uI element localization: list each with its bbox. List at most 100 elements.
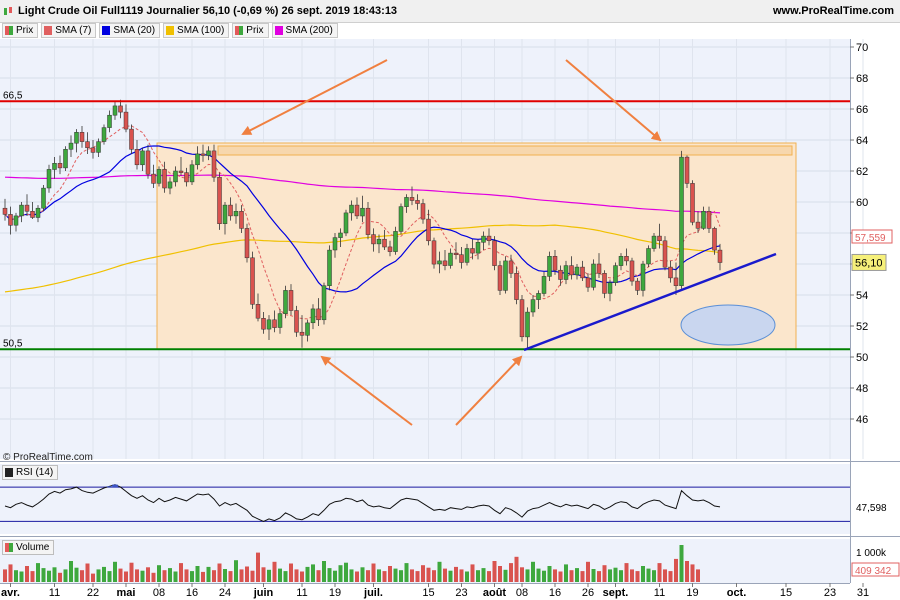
price-tick-label: 68 [856, 73, 868, 85]
legend-prix-2[interactable]: Prix [232, 23, 269, 38]
volume-bar [366, 570, 370, 582]
candle-body [8, 214, 13, 226]
candle-body [459, 254, 464, 263]
volume-bar [173, 571, 178, 582]
candle-body [629, 260, 635, 282]
rsi-value-label: 47,598 [856, 503, 887, 514]
price-tick-label: 66 [856, 104, 868, 116]
volume-bar [118, 568, 123, 582]
candle-body [409, 197, 415, 201]
volume-bar [327, 568, 332, 582]
candle-body [492, 240, 497, 266]
candle-body [481, 235, 486, 243]
candle-body [525, 311, 530, 338]
candle-body [574, 266, 580, 276]
volume-value-box [851, 562, 900, 577]
volume-tag[interactable]: Volume [2, 540, 55, 555]
volume-bar [520, 567, 524, 582]
time-tick-label: oct. [727, 587, 747, 599]
prix-swatch [5, 26, 13, 35]
volume-bar [3, 569, 7, 582]
volume-bar [184, 569, 189, 582]
volume-bar [80, 570, 84, 582]
candle-body [266, 319, 272, 330]
rsi-tag[interactable]: RSI (14) [2, 465, 59, 480]
volume-bar [267, 569, 271, 582]
candle-body [101, 127, 107, 142]
legend-label: SMA (100) [177, 25, 225, 36]
volume-bar [63, 569, 68, 582]
volume-bar [564, 564, 568, 582]
volume-bar [201, 571, 205, 582]
candle-body [684, 156, 690, 184]
volume-bar [371, 563, 376, 582]
sma-price-box [851, 229, 893, 244]
candle-body [580, 266, 585, 279]
candle-body [299, 331, 305, 336]
volume-bar [151, 572, 156, 582]
legend-sma-7[interactable]: SMA (7) [41, 23, 97, 38]
site-url[interactable]: www.ProRealTime.com [772, 5, 894, 17]
time-tick-label: 16 [549, 587, 561, 599]
volume-bar [388, 566, 392, 582]
volume-bar [96, 569, 101, 582]
volume-swatch [5, 543, 13, 552]
time-tick-label: 08 [516, 587, 528, 599]
candle-body [360, 207, 365, 217]
volume-bar [547, 566, 552, 582]
legend-label: SMA (7) [55, 25, 92, 36]
candle-body [349, 204, 354, 214]
arrow-top-left [241, 59, 388, 135]
candle-body [250, 257, 255, 305]
candle-body [310, 308, 316, 324]
candle-body [393, 231, 398, 252]
candle-body [398, 206, 404, 232]
legend-sma-100[interactable]: SMA (100) [163, 23, 230, 38]
candle-body [420, 203, 426, 220]
candle-body [470, 248, 475, 254]
candle-body [673, 277, 679, 286]
legend-prix[interactable]: Prix [2, 23, 39, 38]
volume-bar [135, 569, 139, 582]
volume-bar [338, 565, 343, 582]
volume-bar [305, 566, 310, 582]
legend-sma-20[interactable]: SMA (20) [99, 23, 161, 38]
candle-body [195, 153, 200, 166]
rsi-panel-bg [0, 464, 850, 534]
volume-bar [206, 566, 211, 582]
legend-sma-200[interactable]: SMA (200) [271, 23, 338, 38]
volume-bar [569, 570, 574, 582]
candle-body [464, 248, 470, 263]
candle-body [437, 260, 442, 265]
candle-body [563, 265, 569, 280]
time-tick-label: 19 [686, 587, 698, 599]
volume-bar [245, 566, 249, 582]
candle-body [41, 187, 46, 209]
volume-bar [503, 569, 508, 582]
volume-bar [300, 571, 304, 582]
candle-body [448, 252, 453, 266]
time-tick-label: 11 [654, 587, 665, 599]
chart-title: Light Crude Oil Full1119 Journalier 56,1… [18, 5, 398, 17]
rsi-swatch [5, 468, 13, 477]
volume-bar [278, 568, 282, 582]
candle-body [602, 273, 607, 294]
indicator-legend: Prix SMA (7) SMA (20) SMA (100) Prix SMA… [2, 23, 338, 38]
time-tick-label: 23 [824, 587, 836, 599]
copyright: © ProRealTime.com [3, 452, 93, 463]
volume-bar [30, 571, 35, 582]
time-tick-label: 16 [186, 587, 198, 599]
volume-bar [41, 568, 46, 582]
volume-bar [470, 564, 475, 582]
title-bar: Light Crude Oil Full1119 Journalier 56,1… [0, 0, 900, 23]
candle-body [530, 299, 536, 313]
rsi-overbought-fill [106, 486, 113, 488]
volume-bar [399, 570, 403, 582]
candle-body [13, 215, 19, 226]
price-tick-label: 50 [856, 352, 868, 364]
candle-body [200, 153, 206, 156]
candle-body [475, 242, 481, 254]
candle-body [68, 142, 74, 150]
candle-body [404, 197, 409, 207]
candle-body [35, 207, 41, 218]
